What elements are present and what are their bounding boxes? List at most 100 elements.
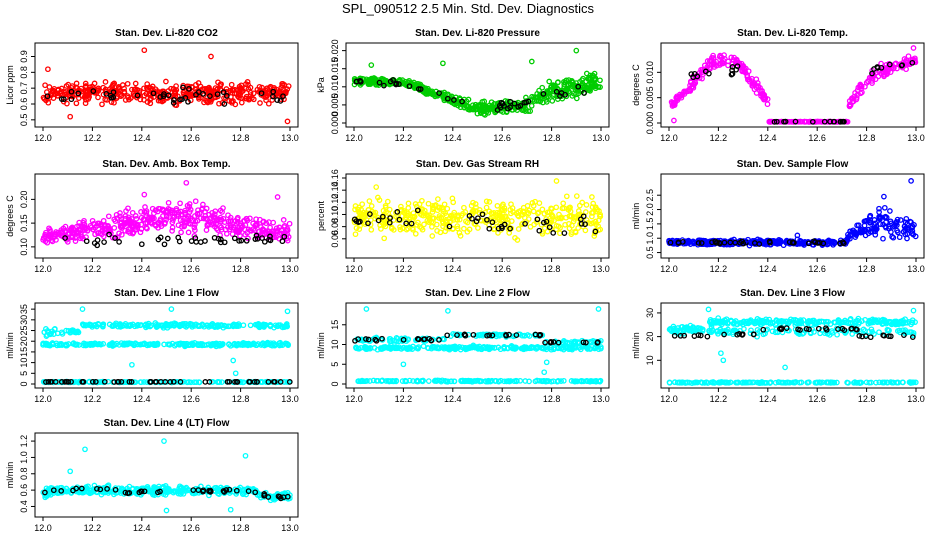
data-point bbox=[368, 78, 374, 85]
x-tick-label: 12.4 bbox=[444, 394, 462, 404]
black-data-point bbox=[170, 100, 177, 106]
data-point bbox=[843, 319, 850, 326]
data-point bbox=[394, 335, 401, 342]
data-point bbox=[234, 229, 240, 235]
data-point bbox=[866, 214, 873, 220]
data-point bbox=[244, 79, 251, 85]
black-data-point bbox=[797, 327, 803, 333]
data-point bbox=[562, 345, 569, 351]
data-point bbox=[741, 68, 747, 75]
data-point bbox=[524, 209, 531, 216]
data-point bbox=[547, 87, 553, 93]
black-data-point bbox=[766, 238, 773, 245]
data-point bbox=[193, 321, 199, 328]
y-axis-label: ml/min bbox=[631, 332, 641, 359]
data-point bbox=[276, 342, 283, 349]
data-point bbox=[448, 378, 454, 385]
data-point bbox=[834, 379, 840, 386]
data-point bbox=[250, 220, 256, 227]
data-point bbox=[486, 208, 493, 215]
data-point bbox=[499, 203, 506, 209]
black-data-point bbox=[161, 91, 167, 97]
data-point bbox=[226, 341, 232, 347]
data-point bbox=[159, 98, 166, 105]
x-tick-label: 12.8 bbox=[858, 133, 876, 143]
data-point bbox=[539, 206, 546, 213]
data-point bbox=[886, 225, 892, 232]
data-point bbox=[92, 224, 98, 231]
data-point bbox=[706, 65, 713, 71]
panel-title: Stan. Dev. Li-820 Temp. bbox=[737, 28, 848, 39]
black-data-point bbox=[503, 332, 509, 338]
x-tick-label: 12.6 bbox=[808, 133, 826, 143]
data-point bbox=[92, 322, 99, 329]
data-point bbox=[203, 227, 210, 233]
black-data-point bbox=[856, 333, 863, 339]
data-point bbox=[806, 379, 812, 386]
data-point bbox=[123, 323, 130, 329]
data-point bbox=[95, 94, 101, 101]
data-point bbox=[591, 81, 598, 88]
data-point bbox=[191, 224, 198, 231]
data-point bbox=[853, 96, 860, 103]
data-point bbox=[894, 321, 901, 327]
data-point bbox=[376, 197, 383, 203]
data-point bbox=[556, 211, 562, 218]
black-data-point bbox=[58, 379, 65, 385]
black-data-point bbox=[253, 232, 260, 239]
x-tick-label: 12.8 bbox=[543, 394, 561, 404]
data-point bbox=[69, 234, 76, 241]
black-data-point bbox=[499, 225, 505, 232]
black-data-point bbox=[221, 239, 228, 246]
x-tick-label: 12.6 bbox=[182, 394, 200, 404]
data-point bbox=[425, 200, 432, 207]
data-point bbox=[846, 103, 853, 110]
data-point bbox=[42, 82, 48, 89]
data-point bbox=[220, 215, 227, 222]
data-point bbox=[98, 341, 104, 348]
x-tick-label: 12.0 bbox=[660, 394, 678, 404]
data-point bbox=[143, 212, 150, 219]
x-tick-label: 12.2 bbox=[395, 394, 413, 404]
black-data-point bbox=[68, 96, 75, 103]
data-point bbox=[525, 216, 532, 222]
data-point bbox=[100, 322, 106, 328]
black-data-point bbox=[387, 215, 393, 221]
data-point bbox=[567, 204, 573, 211]
data-point bbox=[761, 380, 768, 386]
data-point bbox=[99, 101, 105, 108]
black-data-point bbox=[254, 235, 261, 242]
data-point bbox=[144, 225, 150, 232]
data-point bbox=[384, 198, 391, 205]
data-point bbox=[205, 324, 212, 330]
data-point bbox=[585, 85, 592, 92]
black-data-point bbox=[899, 62, 906, 68]
black-data-point bbox=[562, 91, 568, 98]
data-point bbox=[900, 319, 907, 326]
data-point bbox=[681, 327, 688, 334]
data-point bbox=[126, 96, 132, 103]
plot-frame bbox=[660, 302, 925, 389]
black-data-point bbox=[164, 235, 171, 242]
data-point bbox=[738, 319, 745, 326]
data-point bbox=[402, 78, 409, 85]
data-point bbox=[586, 77, 593, 83]
data-point bbox=[275, 322, 282, 328]
plot-frame bbox=[345, 173, 610, 259]
data-point bbox=[218, 379, 225, 385]
black-data-point bbox=[62, 235, 68, 241]
data-point bbox=[233, 341, 239, 348]
data-point bbox=[595, 223, 602, 230]
data-point bbox=[513, 378, 520, 385]
data-point bbox=[560, 200, 567, 207]
black-data-point bbox=[277, 98, 284, 104]
data-point bbox=[596, 213, 603, 219]
data-point bbox=[761, 319, 767, 325]
y-tick-label: 10 bbox=[645, 355, 655, 365]
data-point bbox=[204, 99, 211, 106]
black-data-point bbox=[484, 332, 490, 339]
data-point bbox=[588, 220, 594, 227]
x-tick-label: 12.8 bbox=[543, 133, 561, 143]
data-point bbox=[494, 202, 501, 209]
data-point bbox=[367, 345, 374, 352]
